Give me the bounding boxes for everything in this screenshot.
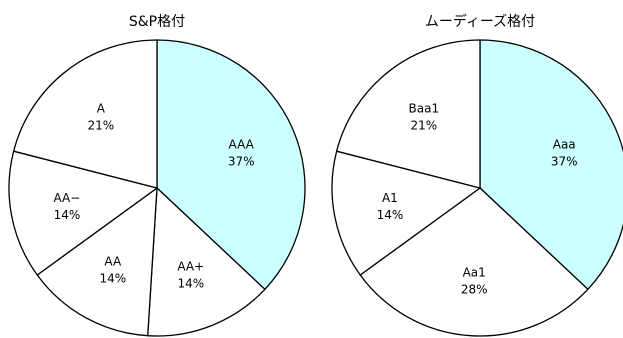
sp-slice-aa <box>36 186 158 337</box>
sp-slice-label-aaa: AAA <box>229 138 255 152</box>
sp-slice-label-a: A <box>97 102 106 116</box>
sp-slice-aa-minusplus <box>147 186 266 337</box>
moodys-slice-label-aaa: Aaa <box>553 138 576 152</box>
sp-slice-value-aa-minusplus: 14% <box>177 276 204 290</box>
moodys-slice-aaa <box>479 39 623 291</box>
moodys-slice-baa1 <box>335 39 481 189</box>
moodys-slice-aa1 <box>359 187 589 337</box>
moodys-rating-pie: ムーディーズ格付 Aaa 37% Aa1 28% A1 14% Baa1 21% <box>331 13 623 337</box>
sp-slice-a <box>12 39 158 189</box>
sp-slice-value-a: 21% <box>87 119 114 133</box>
sp-slice-label-aa-minusplus: AA+ <box>177 259 204 273</box>
moodys-slice-a1 <box>331 150 482 276</box>
moodys-slice-label-baa1: Baa1 <box>409 102 440 116</box>
moodys-slice-value-a1: 14% <box>377 208 404 222</box>
moodys-slice-value-baa1: 21% <box>410 119 437 133</box>
moodys-slice-label-aa1: Aa1 <box>463 266 486 280</box>
moodys-slice-value-aa1: 28% <box>461 283 488 297</box>
sp-slice-label-aa: AA <box>104 254 122 268</box>
moodys-slice-label-a1: A1 <box>382 191 398 205</box>
moodys-slice-value-aaa: 37% <box>551 155 578 169</box>
sp-rating-pie: S&P格付 AAA 37% AA+ 14% AA 14% AA− 14% A 21% <box>8 14 306 337</box>
sp-slice-label-aa-minus: AA− <box>53 191 80 205</box>
moodys-chart-title: ムーディーズ格付 <box>425 13 535 30</box>
sp-slice-value-aa: 14% <box>99 271 126 285</box>
sp-chart-title: S&P格付 <box>129 14 185 30</box>
sp-slice-value-aa-minus: 14% <box>54 208 81 222</box>
sp-slice-aaa <box>156 39 306 291</box>
sp-slice-aa-minus <box>8 150 159 276</box>
sp-slice-value-aaa: 37% <box>228 155 255 169</box>
